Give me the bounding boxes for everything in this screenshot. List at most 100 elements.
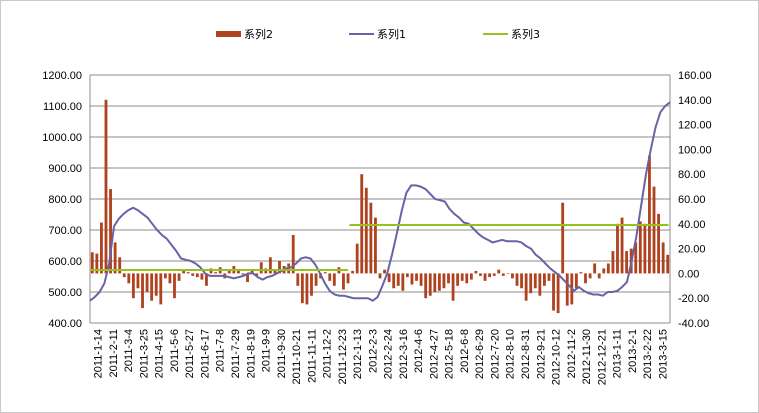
bar	[374, 217, 377, 274]
x-tick-label: 2012-6-8	[459, 329, 471, 373]
bar	[346, 273, 350, 284]
y-left-tick-label: 1100.00	[43, 101, 82, 113]
bar	[300, 273, 304, 304]
bar	[237, 270, 240, 274]
bar	[141, 273, 144, 309]
x-tick-label: 2013-1-11	[612, 329, 624, 378]
x-tick-label: 2012-4-6	[413, 329, 425, 373]
bar	[547, 273, 551, 281]
bar	[625, 251, 629, 274]
bar	[456, 273, 460, 286]
x-tick-label: 2011-7-8	[215, 329, 227, 372]
bar	[154, 273, 158, 296]
bar	[250, 269, 254, 274]
bar	[383, 269, 386, 274]
bar	[529, 273, 533, 294]
x-tick-label: 2012-11-2	[566, 329, 578, 378]
bar	[255, 273, 259, 276]
bar	[118, 257, 122, 274]
bar	[666, 254, 670, 274]
x-tick-label: 2012-1-13	[352, 329, 364, 379]
x-tick-label: 2011-5-27	[184, 329, 196, 378]
x-tick-label: 2012-8-31	[520, 329, 532, 379]
x-tick-label: 2011-5-6	[169, 329, 181, 372]
bar	[483, 273, 487, 281]
bar	[191, 273, 195, 276]
bar	[241, 273, 245, 275]
bar	[122, 273, 126, 278]
bar	[273, 270, 277, 274]
bar	[268, 257, 272, 274]
bar	[511, 273, 514, 279]
legend-label: 系列1	[377, 27, 406, 41]
x-tick-label: 2011-8-19	[245, 329, 257, 378]
bar	[620, 217, 624, 274]
bar	[561, 202, 565, 274]
bar	[90, 252, 94, 274]
bar	[611, 251, 615, 274]
bar	[136, 273, 140, 289]
bar	[104, 99, 108, 274]
bar	[296, 273, 300, 286]
x-tick-label: 2012-11-30	[581, 329, 593, 384]
bar	[488, 273, 492, 278]
x-tick-label: 2011-10-21	[291, 329, 303, 384]
y-right-tick-label: 100.00	[678, 144, 712, 156]
bar	[314, 273, 318, 286]
bar	[597, 273, 601, 279]
bar	[332, 273, 336, 286]
y-left-tick-label: 600.00	[48, 256, 82, 268]
bar	[506, 273, 510, 274]
y-left-tick-label: 500.00	[48, 287, 82, 299]
bar	[100, 222, 103, 274]
bar	[127, 273, 131, 284]
bar	[227, 270, 231, 274]
bar	[328, 273, 332, 281]
bar	[565, 273, 569, 306]
x-tick-label: 2012-9-21	[535, 329, 547, 379]
legend-item: 系列1	[349, 27, 406, 41]
bar	[246, 273, 249, 283]
bar	[447, 273, 450, 284]
legend-swatch	[216, 31, 241, 37]
bar	[410, 273, 414, 285]
bar	[351, 270, 355, 274]
x-tick-label: 2011-9-30	[276, 329, 288, 378]
x-tick-label: 2013-2-22	[642, 329, 654, 379]
bar	[556, 273, 560, 314]
bar	[401, 273, 405, 291]
bar	[291, 234, 295, 274]
bar	[652, 186, 656, 274]
x-tick-label: 2011-12-2	[322, 329, 334, 378]
bar	[533, 273, 537, 289]
y-right-tick-label: 80.00	[678, 169, 706, 181]
x-tick-label: 2012-3-16	[398, 329, 410, 379]
bar	[342, 273, 345, 290]
x-tick-label: 2011-3-4	[123, 329, 135, 372]
bar	[360, 174, 364, 274]
series-1-line	[89, 101, 671, 302]
legend-label: 系列3	[511, 27, 540, 41]
x-tick-label: 2012-12-21	[596, 329, 608, 385]
bar	[638, 221, 642, 274]
bar	[474, 270, 478, 274]
bar	[200, 273, 204, 280]
bar	[634, 242, 638, 274]
y-right-tick-label: 160.00	[678, 70, 712, 82]
x-tick-label: 2012-2-24	[383, 329, 395, 379]
bar	[364, 187, 368, 274]
bar	[205, 273, 208, 286]
bar	[451, 273, 455, 301]
legend-item: 系列2	[216, 27, 273, 41]
bar	[588, 273, 592, 279]
bar	[109, 189, 112, 274]
bar	[520, 273, 523, 289]
y-right-tick-label: 120.00	[678, 120, 712, 132]
y-left-tick-label: 800.00	[48, 194, 82, 206]
bar	[310, 273, 313, 296]
y-left-tick-label: 1000.00	[42, 132, 82, 144]
bar	[479, 273, 482, 276]
bar	[419, 273, 423, 286]
legend-item: 系列3	[483, 27, 540, 41]
